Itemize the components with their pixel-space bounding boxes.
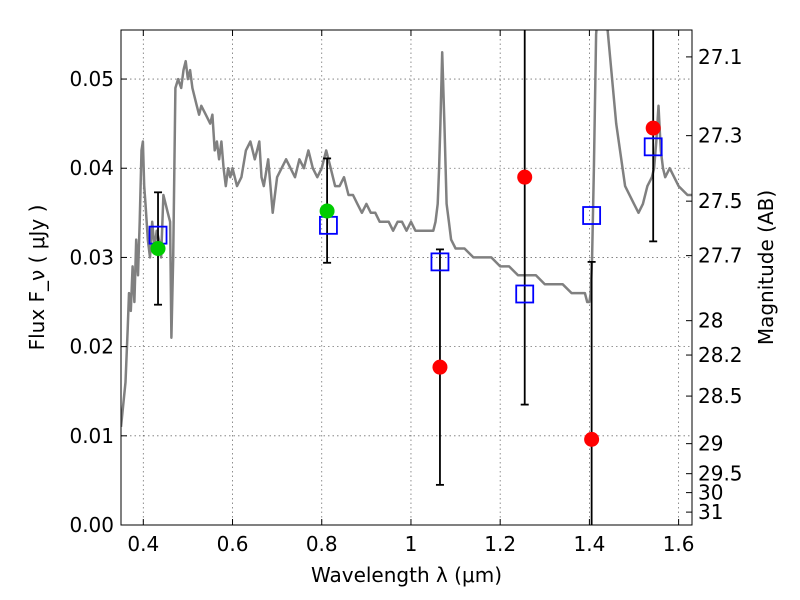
y-tick-labels: 0.00 0.01 0.02 0.03 0.04 0.05 bbox=[69, 67, 114, 537]
magnitude-tick-label: 27.5 bbox=[698, 189, 743, 213]
magnitude-tick-label: 31 bbox=[698, 500, 723, 524]
y-tick-label: 0.02 bbox=[69, 335, 114, 359]
x-tick-label: 1.6 bbox=[663, 532, 695, 556]
predicted-flux-square bbox=[643, 137, 663, 157]
nondetected-flux-point bbox=[432, 359, 448, 375]
detected-flux-point bbox=[150, 241, 166, 257]
magnitude-tick-label: 27.7 bbox=[698, 244, 743, 268]
spectrum-line bbox=[121, 30, 692, 428]
nondetected-flux-point bbox=[584, 431, 600, 447]
template-spectrum bbox=[121, 30, 692, 428]
magnitude-tick-label: 29 bbox=[698, 432, 723, 456]
axis-ticks bbox=[121, 30, 692, 526]
y-tick-label: 0.03 bbox=[69, 245, 114, 269]
magnitude-tick-label: 30 bbox=[698, 481, 723, 505]
predicted-flux-square bbox=[430, 252, 450, 272]
x-tick-labels: 0.4 0.6 0.8 1 1.2 1.4 1.6 bbox=[127, 532, 694, 556]
predicted-flux-square bbox=[319, 215, 338, 235]
magnitude-tick-label: 28.2 bbox=[698, 343, 743, 367]
error-bars bbox=[154, 30, 658, 525]
x-tick-label: 1.4 bbox=[573, 532, 605, 556]
nondetected-flux-point bbox=[517, 169, 533, 185]
detected-flux-point bbox=[319, 203, 335, 219]
right-axis-label: Magnitude (AB) bbox=[754, 190, 778, 345]
x-tick-label: 1.2 bbox=[484, 532, 516, 556]
x-tick-label: 0.8 bbox=[306, 532, 338, 556]
observed-flux-markers bbox=[150, 120, 661, 447]
x-tick-label: 0.4 bbox=[127, 532, 159, 556]
x-tick-label: 0.6 bbox=[217, 532, 249, 556]
predicted-flux-markers bbox=[148, 137, 663, 304]
x-axis-label: Wavelength λ (μm) bbox=[311, 563, 502, 587]
magnitude-tick-label: 27.3 bbox=[698, 124, 743, 148]
y-tick-label: 0.04 bbox=[69, 156, 114, 180]
y-tick-label: 0.05 bbox=[69, 67, 114, 91]
x-tick-label: 1 bbox=[405, 532, 418, 556]
predicted-flux-square bbox=[582, 206, 602, 225]
nondetected-flux-point bbox=[645, 120, 661, 136]
y-tick-label: 0.01 bbox=[69, 424, 114, 448]
y-tick-label: 0.00 bbox=[69, 513, 114, 537]
magnitude-tick-label: 28.5 bbox=[698, 384, 743, 408]
magnitude-tick-label: 28 bbox=[698, 309, 723, 333]
predicted-flux-square bbox=[515, 284, 535, 304]
y-axis-label: Flux F_ν ( μJy ) bbox=[25, 205, 49, 351]
magnitude-tick-label: 29.5 bbox=[698, 462, 743, 486]
plot-frame bbox=[120, 29, 693, 526]
magnitude-tick-label: 27.1 bbox=[698, 45, 743, 69]
grid-lines bbox=[121, 30, 692, 525]
